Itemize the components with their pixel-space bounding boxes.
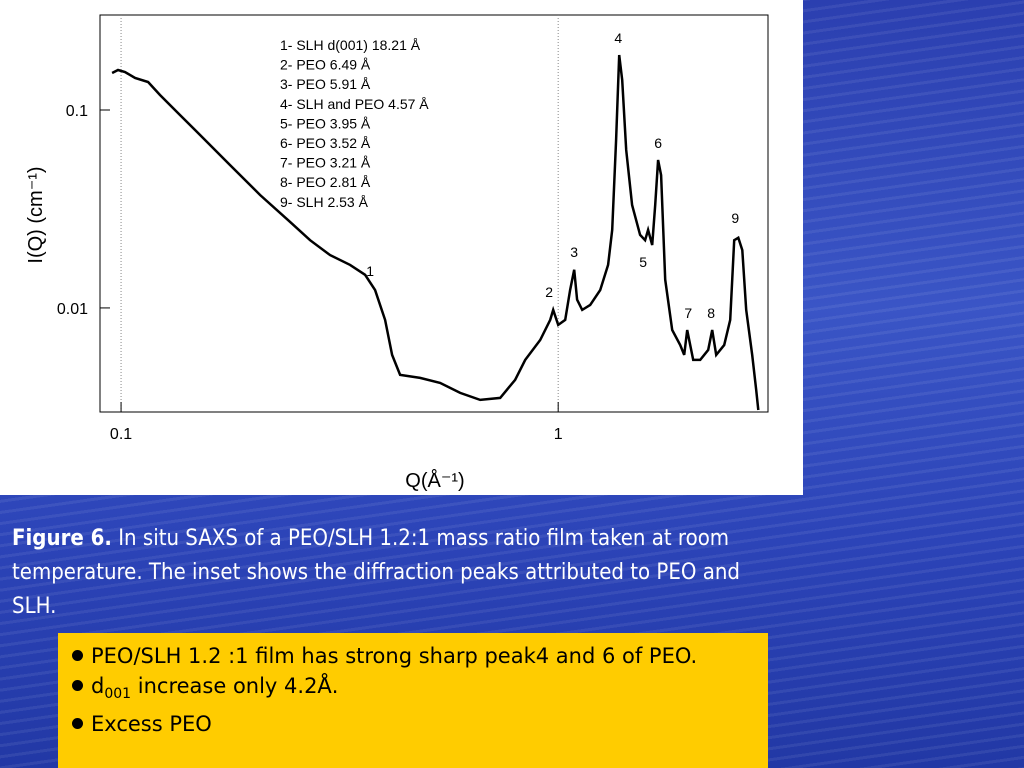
peak-label: 8: [707, 305, 715, 321]
y-tick-label: 0.01: [57, 301, 88, 318]
inset-line: 5- PEO 3.95 Å: [280, 115, 371, 131]
bullet-subscript: 001: [104, 686, 132, 703]
chart-background: [0, 0, 803, 495]
bullet-text: d: [91, 674, 105, 698]
bullet: Excess PEO: [72, 709, 768, 739]
notes-box: PEO/SLH 1.2 :1 film has strong sharp pea…: [58, 633, 768, 768]
x-axis-label: Q(Å⁻¹): [405, 469, 464, 492]
bullet-dot: [72, 650, 83, 661]
peak-label: 7: [684, 305, 692, 321]
bullet-text: increase only 4.2Å.: [131, 674, 339, 698]
peak-label: 3: [570, 244, 578, 260]
x-tick-label: 1: [554, 426, 563, 443]
plot-frame: [99, 14, 769, 413]
peak-label: 2: [545, 284, 553, 300]
x-tick-label: 0.1: [110, 426, 132, 443]
y-axis-label: I(Q) (cm⁻¹): [25, 166, 47, 263]
bullet-text: Excess PEO: [91, 712, 212, 737]
data-line: [111, 54, 760, 411]
y-tick-label: 0.1: [66, 103, 88, 120]
caption-label: Figure 6.: [12, 526, 112, 551]
peak-label: 9: [731, 210, 739, 226]
bullet-dot: [72, 680, 83, 691]
bullet-dot: [72, 718, 83, 730]
inset-line: 4- SLH and PEO 4.57 Å: [280, 96, 429, 112]
inset-line: 1- SLH d(001) 18.21 Å: [280, 37, 421, 53]
inset-line: 8- PEO 2.81 Å: [280, 174, 371, 190]
caption: Figure 6. In situ SAXS of a PEO/SLH 1.2:…: [12, 522, 772, 624]
inset-line: 6- PEO 3.52 Å: [280, 135, 371, 151]
peak-label: 4: [614, 30, 622, 46]
inset-line: 3- PEO 5.91 Å: [280, 76, 371, 92]
bullet: d001 increase only 4.2Å.: [72, 671, 768, 709]
inset-line: 9- SLH 2.53 Å: [280, 194, 369, 210]
peak-label: 6: [654, 135, 662, 151]
inset-line: 7- PEO 3.21 Å: [280, 155, 371, 171]
caption-text: In situ SAXS of a PEO/SLH 1.2:1 mass rat…: [12, 526, 740, 619]
peak-label: 5: [639, 254, 647, 270]
bullet: PEO/SLH 1.2 :1 film has strong sharp pea…: [72, 641, 768, 671]
peak-label: 1: [366, 263, 374, 279]
inset-line: 2- PEO 6.49 Å: [280, 57, 371, 73]
bullet-text: PEO/SLH 1.2 :1 film has strong sharp pea…: [91, 644, 698, 668]
chart: Q(Å⁻¹) I(Q) (cm⁻¹) 0.1 1 0.01 0.1 1 2 3 4 5 6 7 8 9 1…: [0, 0, 803, 495]
